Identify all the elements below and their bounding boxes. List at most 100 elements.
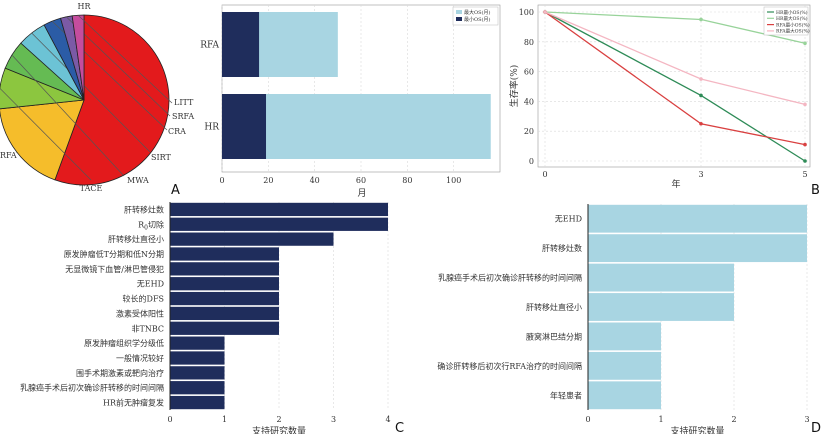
os-bar-min-rfa — [222, 12, 260, 77]
pie-label-srfa: SRFA — [172, 112, 194, 121]
pie-leader-mwa — [11, 54, 125, 177]
d-bar — [588, 293, 734, 321]
d-y-label: 确诊肝转移后初次行RFA治疗的时间间隔 — [437, 361, 582, 371]
d-bar — [588, 263, 734, 292]
os-x-tick: 80 — [402, 176, 412, 185]
c-bar — [170, 366, 225, 380]
pie-label-sirt: SIRT — [151, 153, 172, 162]
surv-point-hr-min — [803, 159, 807, 163]
os-bar-max-hr — [222, 94, 491, 159]
c-x-tick: 3 — [331, 415, 336, 424]
c-y-label: R0切除 — [138, 219, 164, 231]
c-bar — [170, 217, 388, 231]
pie-slice-litt — [71, 14, 85, 101]
pie-label-litt: LITT — [174, 98, 194, 107]
c-x-tick: 2 — [276, 415, 281, 424]
surv-point-rfa-min — [803, 142, 807, 147]
surv-plot-frame — [537, 4, 811, 168]
d-bar — [588, 234, 807, 263]
os-legend-swatch-min — [456, 17, 462, 21]
surv-point-hr-max — [803, 41, 807, 46]
c-y-label: HR前无肿瘤复发 — [103, 398, 164, 408]
d-x-tick: 0 — [585, 415, 590, 424]
c-bar — [170, 277, 279, 291]
c-y-label: 乳腺癌手术后初次确诊肝转移的时间间隔 — [20, 383, 164, 393]
surv-point-rfa-max — [699, 77, 703, 81]
surv-x-axis-label: 年 — [671, 178, 680, 190]
c-bar — [170, 262, 279, 276]
surv-point-rfa-max — [803, 102, 807, 107]
c-x-tick: 0 — [167, 415, 172, 424]
surv-y-tick: 40 — [524, 97, 534, 106]
c-panel-letter: C — [395, 421, 404, 434]
factor-bar-chart-c: 0 1 2 3 4 肝转移灶数 R0切除肝转移灶直径小原发肿瘤低T分期和低N分期无显微镜下血… — [20, 202, 404, 434]
c-bar — [170, 232, 334, 246]
os-y-label-rfa: RFA — [200, 41, 219, 51]
pie-leader-litt — [77, 14, 173, 104]
os-legend-label-min: 最小OS(月) — [464, 16, 490, 23]
d-bar — [588, 204, 807, 233]
d-x-axis-label: 支持研究数量 — [670, 425, 724, 434]
os-legend-label-max: 最大OS(月) — [464, 9, 490, 16]
os-x-axis-label: 月 — [357, 188, 366, 199]
factor-bar-chart-d: 0 1 2 3 无EHD 肝转移灶数乳腺癌手术后初次确诊肝转移的时间间隔肝转移灶直径小腋窝… — [437, 204, 821, 434]
d-x-tick: 3 — [804, 415, 809, 424]
c-y-label: 较长的DFS — [123, 294, 164, 304]
os-bar-chart: 0 20 40 60 80 100 RFA HR 月 最大OS(月)最小OS(月) — [200, 4, 501, 199]
os-legend-swatch-max — [456, 10, 462, 14]
pie-leader-sirt — [31, 32, 151, 153]
c-bar — [170, 247, 279, 261]
c-bar — [170, 351, 225, 365]
d-y-label: 年轻患者 — [550, 390, 582, 400]
pie-chart-a: HR RFA TACE MWA SIRT CRA SRFA LITT A — [0, 2, 194, 198]
c-y-label: 原发肿瘤组织学分级低 — [84, 338, 164, 348]
c-y-label: 肝转移灶直径小 — [108, 234, 164, 244]
surv-point-rfa-min — [699, 121, 703, 126]
os-x-tick: 40 — [310, 176, 320, 185]
d-panel-letter: D — [811, 421, 821, 434]
surv-legend-label-rfa-min: RFA最小OS(%) — [776, 21, 810, 28]
c-bar — [170, 336, 225, 350]
c-y-label: 肝转移灶数 — [124, 204, 164, 214]
c-y-label: 非TNBC — [132, 323, 164, 333]
os-legend-box — [452, 6, 499, 26]
os-y-label-hr: HR — [204, 123, 219, 133]
surv-x-tick: 5 — [802, 170, 807, 179]
d-bar — [588, 381, 661, 410]
surv-y-axis-label: 生存率(%) — [508, 65, 520, 108]
os-legend: 最大OS(月)最小OS(月) — [452, 6, 499, 26]
surv-y-tick: 100 — [519, 8, 534, 17]
surv-legend-label-rfa-max: RFA最大OS(%) — [776, 28, 810, 35]
surv-y-tick: 80 — [524, 38, 534, 47]
surv-legend-label-hr-min: HR最小OS(%) — [776, 9, 808, 16]
os-x-tick: 100 — [446, 176, 461, 185]
d-bar — [588, 322, 661, 351]
d-x-tick: 2 — [731, 415, 736, 424]
pie-label-mwa: MWA — [127, 176, 149, 185]
surv-point-rfa-max — [543, 10, 547, 14]
c-y-label: 原发肿瘤低T分期和低N分期 — [64, 249, 164, 259]
c-x-axis-label: 支持研究数量 — [252, 425, 306, 434]
d-x-tick: 1 — [658, 415, 663, 424]
d-y-label: 乳腺癌手术后初次确诊肝转移的时间间隔 — [438, 273, 582, 283]
c-x-tick: 1 — [222, 415, 227, 424]
c-y-label: 无EHD — [137, 280, 164, 289]
c-bar — [170, 202, 388, 217]
c-bar — [170, 381, 225, 395]
c-bar — [170, 291, 279, 306]
d-y-label: 无EHD — [555, 215, 582, 224]
pie-label-cra: CRA — [168, 127, 186, 136]
c-y-label: 无显微镜下血管/淋巴管侵犯 — [65, 264, 164, 274]
os-bar-min-hr — [222, 94, 267, 159]
panel-letter-a: A — [171, 183, 180, 198]
c-bar — [170, 321, 279, 335]
surv-x-tick: 0 — [542, 170, 547, 179]
pie-slice-rfa — [0, 99, 85, 181]
surv-x-tick: 3 — [698, 170, 703, 179]
surv-point-hr-min — [699, 93, 703, 98]
c-bar — [170, 395, 225, 410]
panel-letter-b: B — [811, 183, 820, 198]
c-x-tick: 4 — [385, 415, 390, 424]
c-y-label: 一般情况较好 — [116, 353, 164, 363]
